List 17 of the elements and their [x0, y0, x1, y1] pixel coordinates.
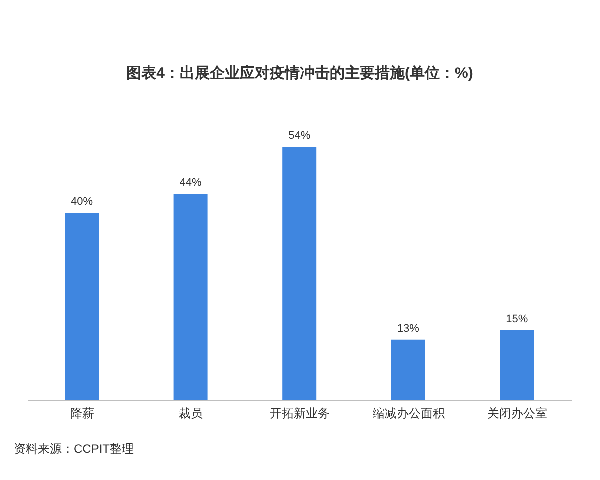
- bar: [282, 147, 317, 401]
- x-tick-label: 开拓新业务: [270, 406, 330, 421]
- text: 资料来源：CCPIT整理: [14, 441, 135, 458]
- bar: [65, 213, 99, 401]
- data-label: 54%: [288, 130, 311, 142]
- bar: [500, 330, 534, 401]
- data-label: 15%: [506, 314, 528, 326]
- bar: [391, 340, 426, 401]
- x-tick-label: 降薪: [70, 406, 94, 421]
- data-label: 13%: [397, 322, 420, 335]
- x-tick-label: 缩减办公面积: [372, 406, 445, 421]
- x-tick-label: 裁员: [179, 406, 204, 421]
- data-label: 44%: [180, 177, 202, 190]
- data-label: 40%: [70, 196, 94, 208]
- chart-title: 图表4：出展企业应对疫情冲击的主要措施(单位：%): [126, 64, 474, 83]
- x-tick-label: 关闭办公室: [488, 406, 548, 421]
- bar: [174, 194, 208, 401]
